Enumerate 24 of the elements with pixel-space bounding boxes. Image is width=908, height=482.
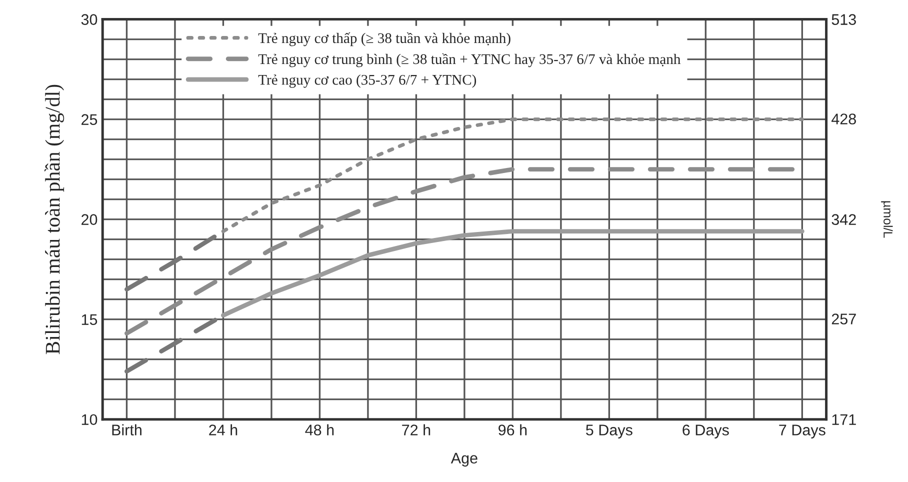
x-tick-label: 72 h — [402, 424, 430, 436]
legend-label: Trẻ nguy cơ thấp (≥ 38 tuần và khỏe mạnh) — [258, 32, 510, 46]
y2-tick-label: 342 — [832, 214, 856, 225]
x-tick-label: 6 Days — [682, 424, 729, 438]
x-tick-label: 7 Days — [779, 424, 826, 438]
y2-tick-label: 257 — [832, 314, 856, 324]
y2-axis-title: µmol/L — [881, 201, 893, 238]
y-tick-label: 10 — [82, 414, 98, 426]
y2-tick-label: 428 — [831, 114, 856, 124]
y-axis-title: Bilirubin máu toàn phần (mg/dl) — [44, 84, 64, 354]
x-tick-label: 96 h — [498, 424, 527, 436]
x-tick-label: Birth — [112, 424, 142, 436]
legend-label: Trẻ nguy cơ cao (35-37 6/7 + YTNC) — [258, 74, 476, 88]
x-tick-label: 24 h — [209, 424, 238, 436]
legend-label: Trẻ nguy cơ trung bình (≥ 38 tuần + YTNC hay 35-37 6/7 và khỏe mạnh — [258, 53, 681, 68]
x-tick-label: 48 h — [305, 424, 334, 436]
x-tick-label: 5 Days — [586, 424, 632, 438]
y-tick-label: 20 — [82, 214, 98, 225]
y-tick-label: 15 — [82, 314, 98, 326]
y-tick-label: 25 — [82, 114, 98, 125]
x-axis-title: Age — [450, 452, 478, 467]
y2-tick-label: 513 — [832, 14, 856, 25]
y2-tick-label: 171 — [832, 414, 856, 425]
y-tick-label: 30 — [81, 14, 98, 25]
